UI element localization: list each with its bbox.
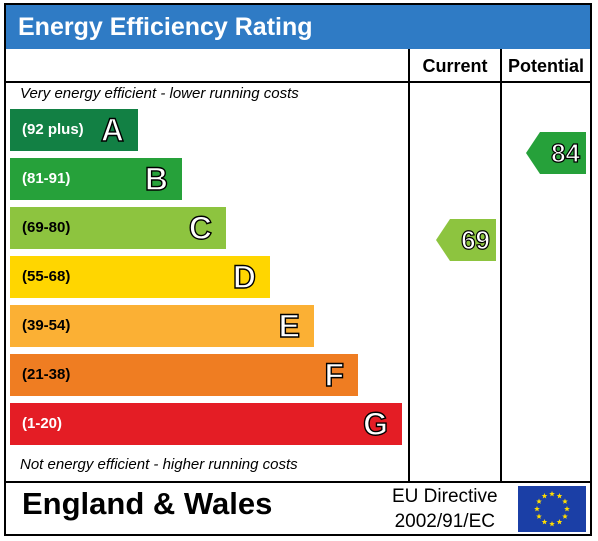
potential-column-header: Potential xyxy=(507,56,584,76)
band-range-label: (39-54) xyxy=(22,317,71,334)
footer-divider xyxy=(6,481,590,483)
arrow-shape xyxy=(436,219,496,261)
band-d: (55-68) D xyxy=(10,256,270,298)
band-letter: E xyxy=(278,307,301,344)
arrow-value: 69 xyxy=(460,224,490,255)
band-e: (39-54) E xyxy=(10,305,314,347)
potential-rating-arrow: 84 xyxy=(526,132,586,174)
region-label: England & Wales xyxy=(22,486,273,521)
chart-title: Energy Efficiency Rating xyxy=(6,5,590,49)
band-a: (92 plus) A xyxy=(10,109,138,151)
band-f: (21-38) F xyxy=(10,354,358,396)
eu-star xyxy=(564,506,570,512)
eu-directive: EU Directive 2002/91/EC xyxy=(392,484,498,534)
band-range-label: (1-20) xyxy=(22,415,63,432)
band-letter: F xyxy=(324,356,345,393)
eu-star xyxy=(536,498,542,504)
band-range-label: (92 plus) xyxy=(22,121,84,138)
band-range-label: (55-68) xyxy=(22,268,71,285)
band-letter: C xyxy=(188,209,213,246)
band-letter: A xyxy=(100,111,125,148)
band-letter: B xyxy=(144,160,169,197)
top-caption: Very energy efficient - lower running co… xyxy=(20,85,299,102)
bottom-caption: Not energy efficient - higher running co… xyxy=(20,456,298,473)
eu-flag-icon xyxy=(518,486,586,532)
eu-star xyxy=(541,493,548,499)
band-letter: D xyxy=(232,258,257,295)
eu-star xyxy=(556,518,563,525)
eu-star xyxy=(536,513,542,519)
eu-star xyxy=(541,518,548,525)
current-column-header: Current xyxy=(422,56,488,76)
band-letter: G xyxy=(362,405,388,442)
directive-line-2: 2002/91/EC xyxy=(394,511,495,532)
eu-star xyxy=(549,521,555,527)
header-divider xyxy=(6,81,590,83)
band-b: (81-91) B xyxy=(10,158,182,200)
band-range-label: (81-91) xyxy=(22,170,71,187)
band-g: (1-20) G xyxy=(10,403,402,445)
band-range-label: (69-80) xyxy=(22,219,71,236)
band-c: (69-80) C xyxy=(10,207,226,249)
band-range-label: (21-38) xyxy=(22,366,71,383)
arrow-value: 84 xyxy=(550,137,580,168)
eu-star xyxy=(562,513,568,519)
eu-star xyxy=(562,498,568,504)
epc-frame: Energy Efficiency Rating Current Potenti… xyxy=(4,3,592,536)
current-rating-arrow: 69 xyxy=(436,219,496,261)
potential-column-divider xyxy=(500,49,502,481)
eu-star xyxy=(549,491,555,497)
eu-star xyxy=(534,506,540,512)
current-column-divider xyxy=(408,49,410,481)
directive-line-1: EU Directive xyxy=(392,486,498,507)
arrow-shape xyxy=(526,132,586,174)
eu-star xyxy=(556,493,563,499)
